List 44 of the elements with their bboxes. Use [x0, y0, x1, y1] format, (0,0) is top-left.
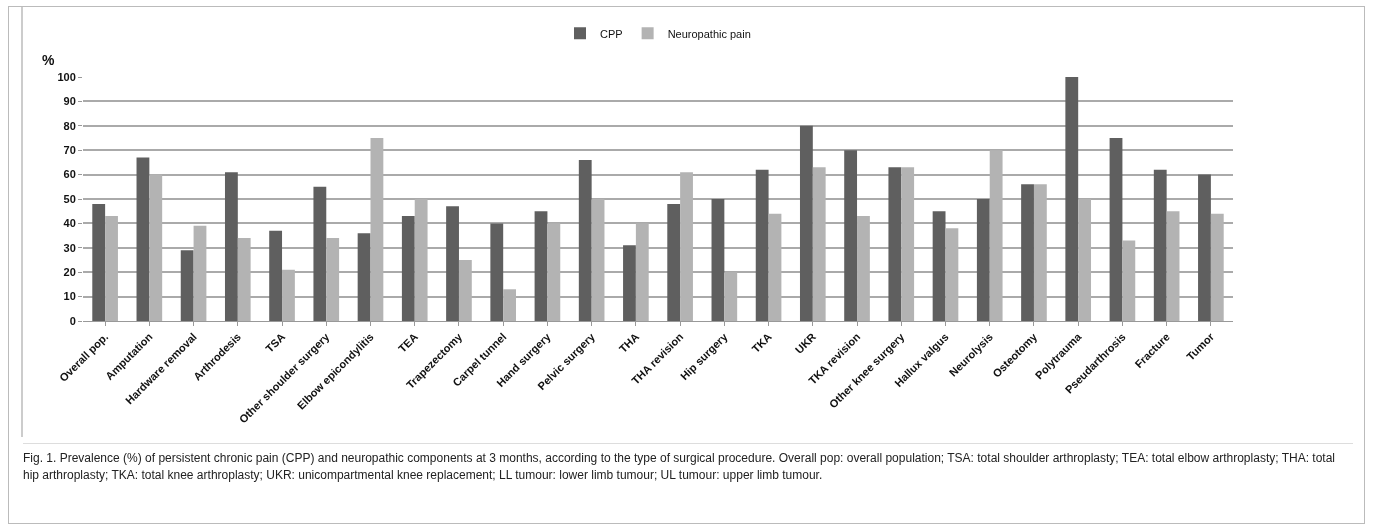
- bar: [932, 211, 946, 321]
- caption: Fig. 1. Prevalence (%) of persistent chronic pain (CPP) and neuropathic components at 3 months, according to the type of surgical procedure. Overall pop: overall population; TSA: total shoulder arthroplasty; TEA: total elbow arthroplasty; THA: total hip arthroplasty; TKA: total knee arthroplasty; UKR: unicompartmental knee replacement; LL tumour: lower limb tumour; UL tumour: upper limb tumour.: [23, 443, 1353, 484]
- bar: [224, 172, 238, 321]
- bar: [844, 150, 858, 321]
- legend-label: CPP: [600, 27, 623, 40]
- x-tick-label: TKA: [749, 330, 774, 355]
- y-tick-label: 20: [63, 266, 76, 279]
- bar: [490, 223, 504, 321]
- y-tick-label: 90: [63, 95, 76, 108]
- bar: [667, 203, 681, 321]
- bar: [1021, 184, 1034, 321]
- bar: [888, 167, 902, 321]
- y-tick-label: 100: [57, 70, 76, 83]
- bar: [92, 203, 106, 321]
- bar: [401, 216, 415, 321]
- y-tick-label: 40: [63, 217, 76, 230]
- bar: [313, 186, 327, 321]
- y-axis-title: %: [42, 52, 55, 68]
- bar: [180, 250, 194, 321]
- bar: [1198, 174, 1211, 321]
- bar: [534, 211, 548, 321]
- bar: [1153, 169, 1167, 321]
- y-tick-label: 30: [63, 241, 76, 254]
- bar: [357, 233, 371, 321]
- y-tick-label: 60: [63, 168, 76, 181]
- bar: [799, 125, 813, 321]
- x-tick-label: THA: [616, 330, 642, 355]
- bar: [578, 159, 592, 321]
- bar: [1065, 77, 1079, 321]
- y-tick-label: 80: [63, 119, 76, 132]
- bar: [711, 199, 725, 321]
- bar: [976, 199, 990, 321]
- y-tick-label: 0: [69, 314, 76, 327]
- bar: [1109, 138, 1123, 321]
- y-tick-label: 50: [63, 192, 76, 205]
- y-tick-label: 70: [63, 144, 76, 157]
- y-tick-label: 10: [63, 290, 76, 303]
- bar: [269, 230, 283, 321]
- bar: [623, 245, 636, 321]
- bar: [446, 206, 459, 321]
- legend-label: Neuropathic pain: [667, 27, 751, 40]
- bar: [136, 157, 150, 321]
- bar: [755, 169, 769, 321]
- x-tick-label: TSA: [263, 330, 288, 355]
